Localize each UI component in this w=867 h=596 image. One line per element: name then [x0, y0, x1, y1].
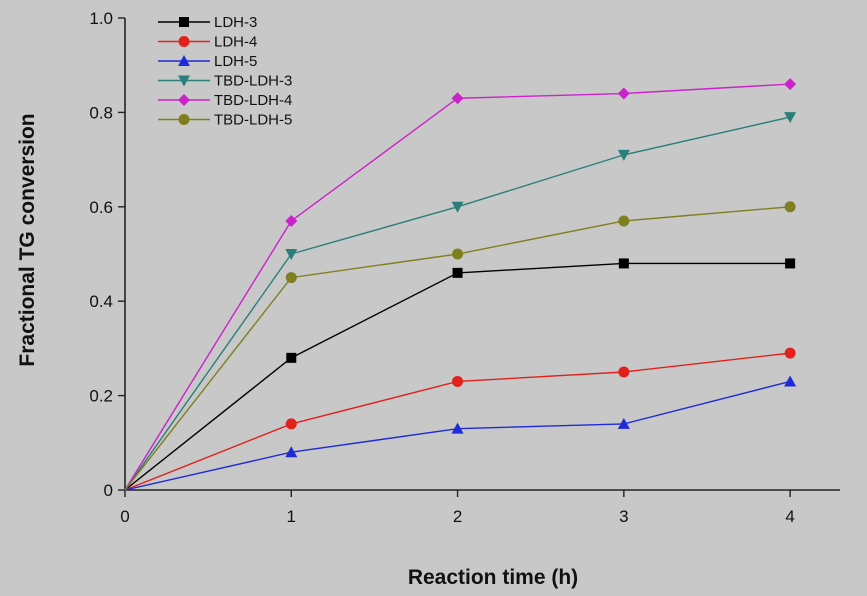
data-point-ldh-3: [286, 352, 297, 363]
y-tick-label: 0: [104, 481, 113, 500]
data-point-ldh-3: [618, 258, 629, 269]
x-tick-label: 4: [785, 507, 794, 526]
series-ldh-5: [124, 375, 797, 491]
legend-item-tbd-ldh-5: TBD-LDH-5: [158, 112, 292, 129]
series-tbd-ldh-4: [124, 78, 797, 491]
y-tick-label: 0.2: [89, 387, 113, 406]
data-point-ldh-4: [618, 366, 630, 378]
data-point-ldh-4: [285, 418, 297, 430]
x-axis-title: Reaction time (h): [408, 566, 578, 589]
x-tick-label: 1: [287, 507, 296, 526]
legend-marker: [179, 17, 189, 27]
legend-label: LDH-3: [214, 14, 257, 31]
x-tick-label: 2: [453, 507, 462, 526]
y-tick-label: 0.8: [89, 103, 113, 122]
data-point-tbd-ldh-4: [451, 92, 464, 105]
series-ldh-3: [124, 258, 796, 491]
data-point-ldh-4: [784, 347, 796, 359]
legend-marker: [178, 55, 190, 66]
data-point-ldh-5: [784, 375, 797, 387]
data-point-tbd-ldh-4: [784, 78, 797, 91]
legend-label: TBD-LDH-4: [214, 92, 292, 109]
y-axis-title: Fractional TG conversion: [16, 113, 39, 366]
data-point-ldh-5: [617, 417, 630, 429]
series-tbd-ldh-3: [124, 112, 797, 491]
data-point-ldh-5: [451, 422, 464, 434]
legend-item-tbd-ldh-4: TBD-LDH-4: [158, 92, 292, 109]
legend-label: TBD-LDH-5: [214, 112, 292, 129]
data-point-tbd-ldh-5: [452, 248, 464, 260]
series-ldh-4: [124, 347, 796, 491]
data-point-ldh-5: [285, 446, 298, 458]
data-point-ldh-3: [452, 267, 463, 278]
legend: LDH-3 LDH-4 LDH-5 TBD-LDH-3 TBD-LDH-4 TBD-LDH…: [158, 14, 292, 129]
data-point-tbd-ldh-5: [784, 201, 796, 213]
y-tick-label: 0.6: [89, 198, 113, 217]
data-point-tbd-ldh-3: [451, 201, 464, 213]
legend-item-ldh-3: LDH-3: [158, 14, 257, 31]
series-layer: [124, 78, 797, 491]
data-point-ldh-4: [452, 375, 464, 387]
data-point-tbd-ldh-4: [617, 87, 630, 100]
x-tick-label: 3: [619, 507, 628, 526]
data-point-tbd-ldh-3: [285, 249, 298, 260]
legend-label: LDH-5: [214, 53, 257, 70]
legend-marker: [178, 114, 190, 125]
data-point-tbd-ldh-3: [617, 149, 630, 161]
legend-label: LDH-4: [214, 34, 257, 51]
legend-item-ldh-4: LDH-4: [158, 34, 257, 51]
data-point-tbd-ldh-5: [285, 272, 297, 284]
data-point-tbd-ldh-4: [285, 214, 298, 227]
legend-item-tbd-ldh-3: TBD-LDH-3: [158, 73, 292, 90]
data-point-tbd-ldh-5: [618, 215, 630, 227]
y-tick-label: 1.0: [89, 9, 113, 28]
legend-marker: [178, 36, 190, 47]
x-tick-label: 0: [120, 507, 129, 526]
legend-marker: [178, 94, 190, 106]
data-point-tbd-ldh-3: [784, 112, 797, 124]
legend-marker: [178, 75, 190, 87]
series-tbd-ldh-5: [124, 201, 796, 491]
data-point-ldh-3: [785, 258, 796, 269]
axes: 0 1 2 3 4 0 0.2 0.4 0.6 0.8 1.0: [89, 9, 840, 526]
legend-label: TBD-LDH-3: [214, 73, 292, 90]
y-tick-label: 0.4: [89, 292, 113, 311]
legend-item-ldh-5: LDH-5: [158, 53, 257, 70]
